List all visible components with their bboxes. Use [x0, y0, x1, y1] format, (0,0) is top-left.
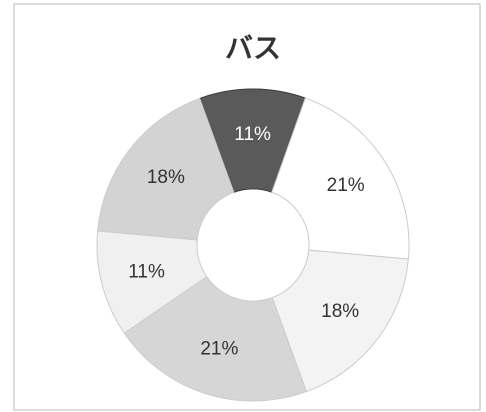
data-label: 11%	[234, 124, 271, 145]
donut-segment	[271, 97, 410, 260]
data-label: 21%	[200, 339, 238, 360]
chart-title: バス	[225, 32, 281, 63]
data-label: 18%	[321, 301, 359, 322]
donut-segment	[123, 275, 307, 402]
donut-segment	[271, 249, 409, 393]
donut-segment	[97, 97, 235, 241]
data-label: 21%	[327, 175, 365, 196]
data-label: 11%	[128, 262, 165, 283]
data-label: 18%	[147, 167, 185, 188]
